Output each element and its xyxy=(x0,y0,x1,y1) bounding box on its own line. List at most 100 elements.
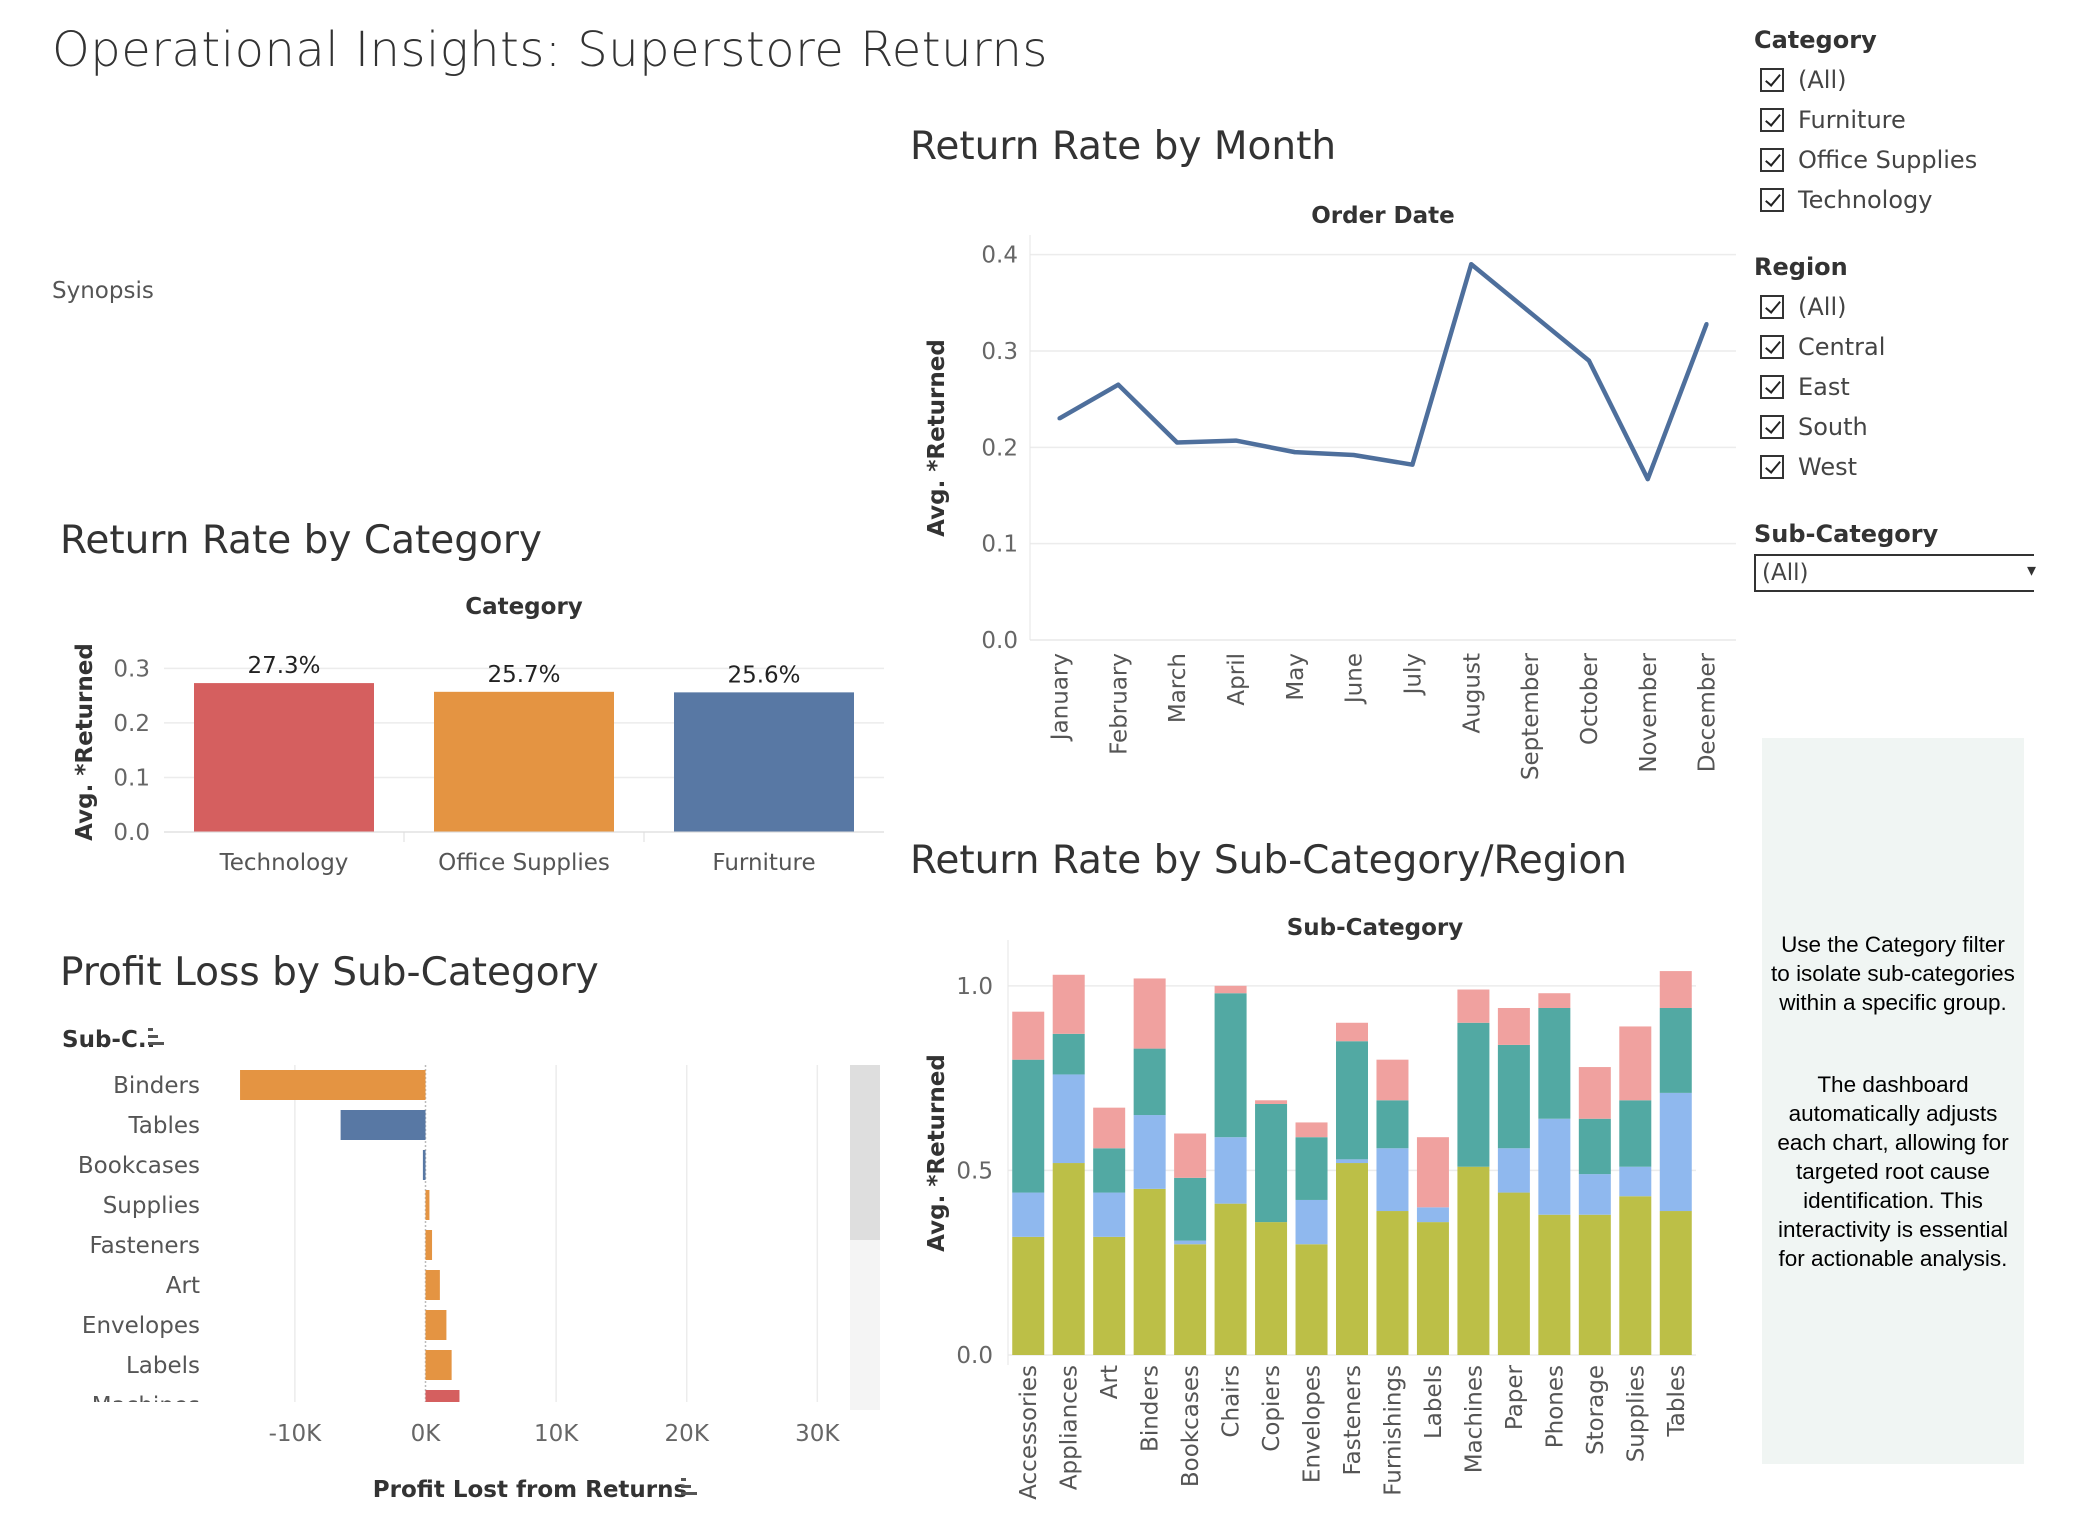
sort-descending-icon xyxy=(681,1492,697,1495)
checkbox-checked-icon[interactable] xyxy=(1760,68,1784,92)
segment-appliances xyxy=(1052,1074,1085,1164)
x-tick-label: Phones xyxy=(1542,1365,1568,1448)
y-tick-label: 0.0 xyxy=(113,820,150,846)
category-chart[interactable]: Category 0.0 0.1 0.2 0.3 Avg. *Returned 27.3% T… xyxy=(0,580,900,880)
segment-bookcases xyxy=(1174,1133,1207,1178)
category-option-office-supplies[interactable]: Office Supplies xyxy=(1760,140,1977,180)
scrollbar-thumb[interactable] xyxy=(850,1065,880,1240)
checkbox-checked-icon[interactable] xyxy=(1760,188,1784,212)
segment-bookcases xyxy=(1174,1244,1207,1355)
x-tick-label: -10K xyxy=(269,1421,323,1447)
y-tick-label: 0.3 xyxy=(981,339,1018,365)
checkbox-checked-icon[interactable] xyxy=(1760,148,1784,172)
segment-storage xyxy=(1578,1174,1611,1215)
data-label: 25.7% xyxy=(487,662,560,688)
segment-paper xyxy=(1497,1192,1530,1355)
segment-fasteners xyxy=(1336,1022,1368,1042)
bar-tables xyxy=(340,1110,426,1140)
segment-appliances xyxy=(1052,974,1085,1034)
segment-tables xyxy=(1659,1092,1692,1212)
y-tick-label: 1.0 xyxy=(956,974,993,1000)
month-chart-title: Return Rate by Month xyxy=(910,124,1337,169)
x-tick-label: May xyxy=(1283,653,1309,701)
note-line: identification. This xyxy=(1803,1188,1983,1213)
x-tick-label: 20K xyxy=(665,1421,710,1447)
checkbox-checked-icon[interactable] xyxy=(1760,375,1784,399)
segment-envelopes xyxy=(1295,1137,1328,1200)
category-option-furniture[interactable]: Furniture xyxy=(1760,100,1977,140)
sort-descending-icon xyxy=(148,1042,164,1045)
category-option-technology[interactable]: Technology xyxy=(1760,180,1977,220)
category-filter: (All) Furniture Office Supplies Technolo… xyxy=(1760,60,1977,220)
subcat-region-chart[interactable]: Sub-Category 0.0 0.5 1.0 Avg. *Returned Acces… xyxy=(900,900,1750,1520)
profit-loss-chart-title: Profit Loss by Sub-Category xyxy=(60,950,599,995)
x-tick-label: Bookcases xyxy=(1178,1365,1204,1487)
note-line: Use the Category filter xyxy=(1781,932,2005,957)
bar-labels xyxy=(425,1350,452,1380)
region-option-west[interactable]: West xyxy=(1760,447,1885,487)
category-header: Category xyxy=(465,594,583,620)
x-tick-label: Labels xyxy=(1421,1365,1447,1439)
notes-panel: Use the Category filter to isolate sub-c… xyxy=(1762,738,2024,1464)
subcategory-selected: (All) xyxy=(1762,560,1809,586)
region-option-all[interactable]: (All) xyxy=(1760,287,1885,327)
segment-chairs xyxy=(1214,1203,1247,1355)
checkbox-checked-icon[interactable] xyxy=(1760,335,1784,359)
profit-loss-chart[interactable]: Sub-C.. -10K 0K 10K 20K 30K Binders Tables Bookc… xyxy=(0,1010,900,1510)
x-tick-label: Accessories xyxy=(1016,1365,1042,1500)
segment-envelopes xyxy=(1295,1199,1328,1245)
y-tick-label: Machines xyxy=(92,1393,200,1419)
segment-labels xyxy=(1416,1207,1449,1223)
region-option-central[interactable]: Central xyxy=(1760,327,1885,367)
x-tick-label: March xyxy=(1165,653,1191,723)
point-january xyxy=(1057,416,1062,421)
segment-binders xyxy=(1133,1048,1166,1116)
y-tick-label: 0.3 xyxy=(113,656,150,682)
segment-machines xyxy=(1457,1166,1490,1355)
checkbox-checked-icon[interactable] xyxy=(1760,455,1784,479)
checkbox-checked-icon[interactable] xyxy=(1760,295,1784,319)
y-tick-label: Art xyxy=(166,1273,200,1299)
option-label: West xyxy=(1798,453,1858,481)
chevron-down-icon[interactable]: ▾ xyxy=(2026,560,2036,581)
category-option-all[interactable]: (All) xyxy=(1760,60,1977,100)
option-label: Furniture xyxy=(1798,106,1906,134)
segment-furnishings xyxy=(1376,1059,1409,1101)
x-tick-label: January xyxy=(1047,653,1073,742)
segment-furnishings xyxy=(1376,1148,1409,1212)
option-label: East xyxy=(1798,373,1850,401)
y-tick-label: 0.1 xyxy=(113,765,150,791)
note-line: each chart, allowing for xyxy=(1777,1130,2009,1155)
segment-art xyxy=(1093,1107,1126,1149)
segment-storage xyxy=(1578,1118,1611,1175)
subcategory-dropdown[interactable]: (All) ▾ xyxy=(1754,554,2036,592)
segment-machines xyxy=(1457,989,1490,1023)
point-july xyxy=(1410,462,1415,467)
segment-storage xyxy=(1578,1067,1611,1119)
y-tick-label: 0.0 xyxy=(956,1343,993,1369)
region-option-east[interactable]: East xyxy=(1760,367,1885,407)
sub-category-header: Sub-Category xyxy=(1287,915,1464,941)
month-chart[interactable]: Order Date 0.0 0.1 0.2 0.3 0.4 Avg. *Returned J… xyxy=(900,180,1750,800)
segment-bookcases xyxy=(1174,1240,1207,1245)
segment-appliances xyxy=(1052,1033,1085,1075)
checkbox-checked-icon[interactable] xyxy=(1760,108,1784,132)
x-tick-label: July xyxy=(1400,653,1426,696)
data-label: 25.6% xyxy=(727,662,800,688)
segment-machines xyxy=(1457,1022,1490,1167)
checkbox-checked-icon[interactable] xyxy=(1760,415,1784,439)
point-march xyxy=(1175,440,1180,445)
segment-supplies xyxy=(1619,1196,1652,1355)
segment-copiers xyxy=(1255,1100,1288,1104)
region-option-south[interactable]: South xyxy=(1760,407,1885,447)
bar-fasteners xyxy=(425,1230,433,1260)
order-date-header: Order Date xyxy=(1311,203,1455,229)
y-tick-label: 0.5 xyxy=(956,1158,993,1184)
x-tick-label: June xyxy=(1342,653,1368,705)
subcat-region-chart-title: Return Rate by Sub-Category/Region xyxy=(910,838,1627,883)
segment-art xyxy=(1093,1192,1126,1237)
x-tick-label: Fasteners xyxy=(1340,1365,1366,1476)
note-line: The dashboard xyxy=(1817,1072,1969,1097)
synopsis-label: Synopsis xyxy=(52,278,154,304)
y-axis-label: Avg. *Returned xyxy=(72,643,98,841)
